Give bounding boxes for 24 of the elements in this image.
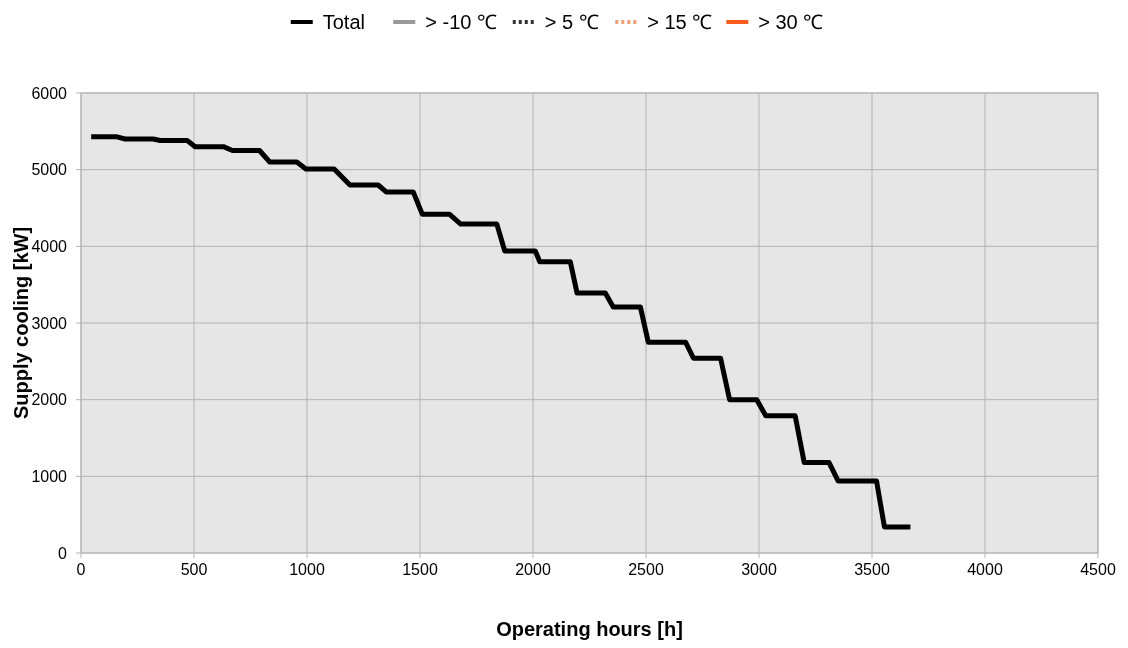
y-tick-label: 1000 [31, 467, 68, 485]
y-tick-label: 0 [58, 544, 68, 562]
y-axis-title: Supply cooling [kW] [10, 226, 32, 420]
x-tick-label: 1000 [289, 561, 325, 578]
x-tick-label: 3000 [741, 561, 777, 578]
legend-label: Total [322, 11, 365, 33]
x-tick-label: 3500 [854, 561, 890, 578]
legend-label: > 15 ℃ [647, 11, 713, 33]
x-tick-label: 2500 [628, 561, 664, 578]
y-tick-label: 2000 [31, 391, 68, 409]
x-axis-title: Operating hours [h] [496, 618, 683, 640]
legend-label: > 30 ℃ [758, 11, 824, 33]
y-tick-label: 6000 [31, 84, 68, 102]
x-tick-label: 4000 [967, 561, 1003, 578]
y-tick-label: 4000 [31, 237, 68, 255]
x-tick-label: 1500 [402, 561, 438, 578]
x-tick-label: 500 [180, 561, 208, 578]
legend-label: > -10 ℃ [425, 11, 497, 33]
y-tick-label: 5000 [31, 161, 68, 179]
x-tick-label: 2000 [515, 561, 551, 578]
legend-label: > 5 ℃ [544, 11, 599, 33]
x-tick-label: 0 [76, 561, 86, 578]
x-tick-label: 4500 [1080, 561, 1116, 578]
y-tick-label: 3000 [31, 314, 68, 332]
